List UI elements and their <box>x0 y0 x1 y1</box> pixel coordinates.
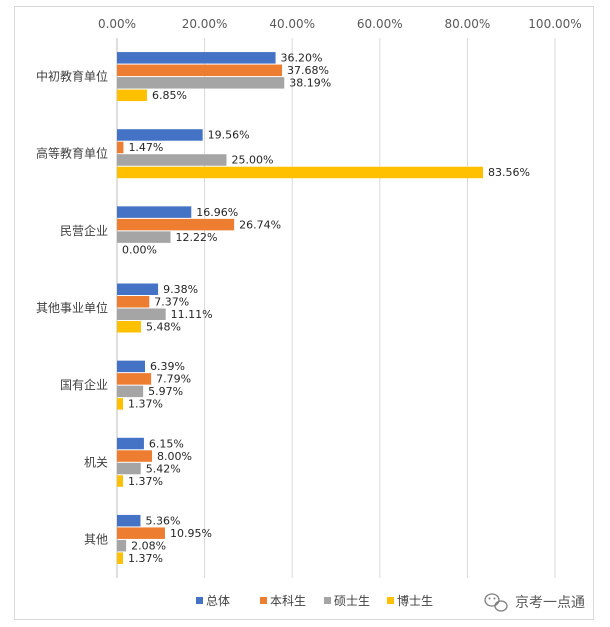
category-label: 高等教育单位 <box>36 146 108 161</box>
gridlines <box>116 38 556 578</box>
wechat-icon <box>484 593 508 612</box>
category-label: 国有企业 <box>60 377 108 392</box>
legend-label: 硕士生 <box>334 594 370 608</box>
bar <box>117 475 124 487</box>
legend-swatch <box>260 597 267 604</box>
bar <box>117 89 148 102</box>
data-label: 0.00% <box>122 243 157 256</box>
data-label: 37.68% <box>287 64 329 77</box>
data-label: 12.22% <box>176 231 218 244</box>
bar <box>117 462 141 475</box>
data-label: 25.00% <box>232 154 274 167</box>
bar <box>117 373 152 385</box>
category-label: 其他 <box>84 532 108 546</box>
bar <box>117 231 171 243</box>
data-label: 1.47% <box>128 141 163 154</box>
bar <box>117 398 124 410</box>
category-label: 民营企业 <box>60 223 108 238</box>
data-label: 5.97% <box>148 385 183 398</box>
legend-swatch <box>324 597 331 604</box>
data-label: 6.85% <box>152 89 187 102</box>
legend-label: 本科生 <box>270 594 306 608</box>
data-label: 7.37% <box>154 296 189 309</box>
bar <box>117 450 153 462</box>
data-label: 6.15% <box>149 437 184 450</box>
data-labels: 36.20%37.68%38.19% 6.85% 19.56% 1.47% 25.00%… <box>122 52 530 565</box>
bars <box>117 52 483 564</box>
data-label: 6.39% <box>150 360 185 373</box>
data-label: 10.95% <box>170 527 212 540</box>
bar <box>117 385 144 398</box>
bar <box>117 296 150 308</box>
legend-label: 总体 <box>206 594 230 608</box>
data-label: 5.36% <box>145 514 180 527</box>
data-label: 5.42% <box>146 462 181 475</box>
category-label: 中初教育单位 <box>36 69 108 84</box>
x-axis-ticks: 0.00% 20.00% 40.00% 60.00% 80.00% 100.00% <box>98 17 582 31</box>
x-tick-label: 80.00% <box>445 17 491 31</box>
bar <box>117 206 192 218</box>
bar <box>117 308 166 320</box>
bar <box>117 64 283 77</box>
data-label: 2.08% <box>131 539 166 552</box>
legend-label: 博士生 <box>397 593 433 608</box>
chart-frame <box>14 6 594 620</box>
category-label: 机关 <box>84 455 108 469</box>
bar <box>117 141 124 154</box>
data-label: 5.48% <box>146 321 181 334</box>
x-tick-label: 40.00% <box>269 17 315 31</box>
data-label: 9.38% <box>163 283 198 296</box>
category-label: 其他事业单位 <box>36 300 108 315</box>
bar <box>117 539 127 552</box>
bar <box>117 321 142 333</box>
bar <box>117 283 159 295</box>
legend-swatch <box>387 597 394 604</box>
bar <box>117 154 227 166</box>
data-label: 19.56% <box>208 129 250 142</box>
watermark: 京考一点通 <box>484 593 585 612</box>
data-label: 83.56% <box>488 166 530 179</box>
watermark-text: 京考一点通 <box>515 595 585 611</box>
bar <box>117 514 141 527</box>
bar <box>117 77 285 89</box>
data-label: 26.74% <box>239 218 281 231</box>
x-tick-label: 60.00% <box>357 17 403 31</box>
data-label: 7.79% <box>156 373 191 386</box>
bar <box>117 527 165 539</box>
bar <box>117 52 276 64</box>
data-label: 1.37% <box>128 552 163 565</box>
data-label: 38.19% <box>289 77 331 90</box>
x-tick-label: 20.00% <box>182 17 228 31</box>
data-label: 11.11% <box>171 308 213 321</box>
legend: 总体 本科生 硕士生 博士生 <box>196 593 433 608</box>
data-label: 36.20% <box>281 52 323 65</box>
data-label: 1.37% <box>128 398 163 411</box>
bar <box>117 218 235 231</box>
bar <box>117 129 203 141</box>
data-label: 8.00% <box>157 450 192 463</box>
bar <box>117 360 145 373</box>
x-tick-label: 0.00% <box>98 17 136 31</box>
bar <box>117 166 483 179</box>
x-tick-label: 100.00% <box>528 17 581 31</box>
bar <box>117 437 144 450</box>
data-label: 16.96% <box>196 206 238 219</box>
bar <box>117 552 124 564</box>
legend-swatch <box>196 597 203 604</box>
data-label: 1.37% <box>128 475 163 488</box>
